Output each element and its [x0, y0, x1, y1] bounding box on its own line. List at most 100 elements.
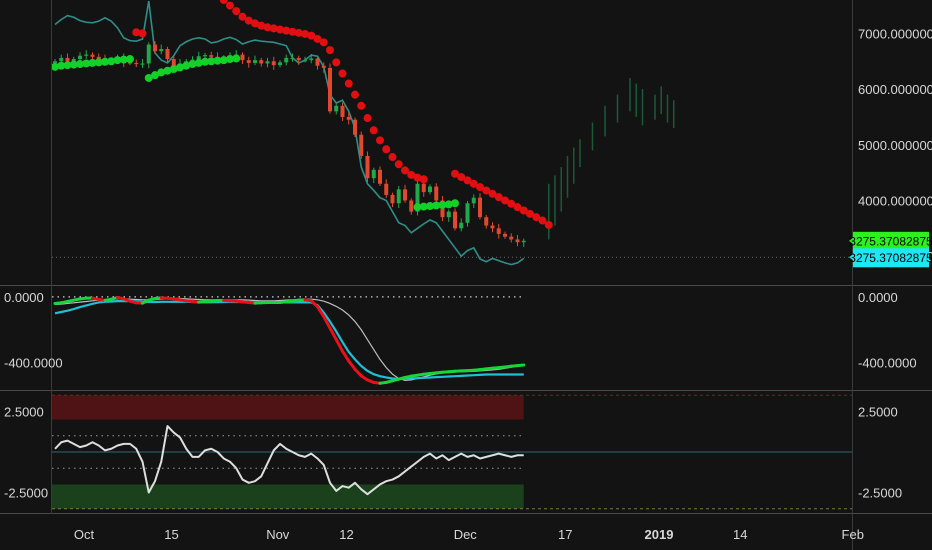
x-tick-label: 2019: [645, 527, 674, 542]
trail-down-dot: [288, 27, 297, 36]
candle-body: [284, 57, 289, 63]
trail-down-dot: [407, 170, 416, 179]
candle-body: [296, 57, 301, 61]
candle-body: [271, 61, 276, 66]
price-scale[interactable]: 7000.00000000 6000.00000000 5000.00000000 4…: [4, 26, 932, 500]
trail-down-dot: [257, 21, 266, 30]
price-badge-pointer: [849, 254, 853, 261]
candle-body: [259, 60, 264, 64]
price-badge: 3275.37082875: [849, 248, 932, 268]
trail-up-dot: [194, 58, 203, 67]
trail-up-dot: [113, 56, 122, 65]
trail-down-dot: [476, 183, 484, 192]
trail-down-dot: [313, 34, 322, 43]
candle-body: [384, 183, 389, 195]
trail-up-dot: [126, 55, 134, 64]
x-tick-label: 15: [164, 527, 178, 542]
trail-down-dot: [332, 58, 341, 67]
trail-up-dot: [188, 60, 197, 69]
trail-down-dot: [519, 206, 528, 215]
candle-body: [503, 233, 507, 237]
trail-down-dot: [382, 145, 391, 154]
candle-body: [78, 55, 82, 60]
price-badge-bg: [853, 231, 929, 251]
trail-up-dot: [444, 200, 453, 209]
y-tick-label: 6000.00000000: [858, 82, 932, 97]
y-tick-label: 5000.00000000: [858, 138, 932, 153]
trail-up-dot: [76, 60, 84, 69]
trail-up-dot: [232, 54, 241, 63]
candle-body: [415, 183, 420, 212]
candle-body: [59, 57, 64, 62]
y-tick-label-left: 2.5000: [4, 404, 44, 419]
candle-body: [90, 54, 95, 57]
trail-up-dot: [101, 57, 109, 66]
trail-down-dot: [469, 179, 478, 188]
x-tick-label: Oct: [74, 527, 95, 542]
trail-up-dot: [57, 61, 66, 70]
lower-band-line: [54, 0, 525, 266]
y-tick-label-left: 0.0000: [4, 290, 44, 305]
oversold-band: [52, 484, 524, 509]
osc-main-segment: [353, 367, 363, 378]
candle-body: [140, 63, 145, 65]
trail-down-dot: [351, 90, 359, 99]
candle-body: [353, 119, 357, 135]
y-tick-label: -2.5000: [858, 486, 902, 501]
trail-down-dot: [319, 38, 328, 47]
x-tick-label: Nov: [266, 527, 290, 542]
trail-down-dot: [232, 7, 241, 16]
candle-body: [334, 105, 339, 112]
candle-body: [65, 57, 70, 62]
time-scale[interactable]: Oct 15 Nov 12 Dec 17 2019 14 Feb: [74, 527, 864, 542]
candle-body: [521, 240, 526, 243]
candle-body: [278, 62, 282, 66]
trail-down-dot: [301, 29, 309, 38]
candle-body: [396, 189, 401, 204]
zscore-panel[interactable]: [52, 394, 852, 510]
trail-down-dot: [363, 114, 372, 123]
trail-up-dot: [88, 58, 97, 67]
candle-body: [290, 57, 295, 60]
candle-body: [365, 155, 370, 179]
candle-body: [71, 59, 76, 62]
trail-down-dot: [326, 46, 334, 55]
trail-up-dot: [201, 57, 209, 66]
overbought-band: [52, 395, 524, 420]
y-tick-label: 0.0000: [858, 290, 898, 305]
trail-down-dot: [544, 220, 553, 229]
candle-body: [53, 61, 57, 63]
trail-down-dot: [276, 25, 284, 34]
candle-body: [515, 239, 520, 243]
oscillator-panel[interactable]: [52, 296, 526, 385]
x-tick-label: Dec: [454, 527, 478, 542]
candle-body: [453, 211, 457, 229]
candle-body: [321, 65, 326, 68]
osc-main-segment: [328, 326, 338, 342]
candle-body: [196, 56, 201, 60]
price-panel[interactable]: [51, 0, 852, 266]
trail-up-dot: [69, 60, 78, 69]
candle-body: [209, 55, 214, 57]
trail-up-dot: [163, 66, 172, 75]
y-tick-label-left: -400.0000: [4, 356, 63, 371]
price-badge-label: 3275.37082875: [849, 234, 932, 248]
x-tick-label: 17: [558, 527, 572, 542]
trail-down-dot: [369, 126, 378, 135]
trail-down-dot: [388, 153, 397, 162]
trail-up-dot: [219, 56, 228, 65]
y-tick-label: 2.5000: [858, 404, 898, 419]
trail-down-dot: [482, 186, 491, 195]
trail-down-dot: [532, 213, 541, 222]
price-badge-label: 3275.37082875: [849, 251, 932, 265]
trail-up-dot: [151, 71, 159, 80]
candle-body: [309, 58, 314, 61]
y-tick-label: 4000.00000000: [858, 193, 932, 208]
candle-body: [146, 44, 151, 64]
candle-body: [171, 59, 176, 66]
trail-down-dot: [538, 216, 547, 225]
trail-down-dot: [269, 24, 278, 33]
trail-down-dot: [394, 160, 403, 169]
trail-down-dot: [244, 16, 253, 25]
